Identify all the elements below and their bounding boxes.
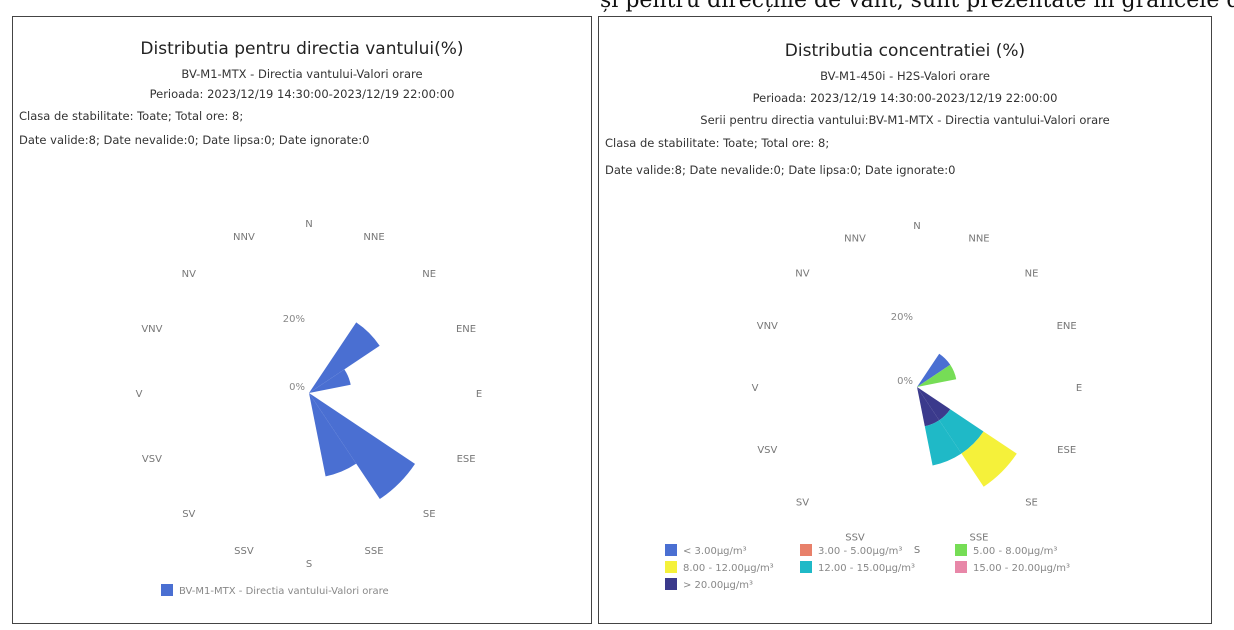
chart-subtitle: BV-M1-450i - H2S-Valori orare — [820, 69, 990, 83]
direction-label-e: E — [476, 389, 482, 400]
bar-ne — [309, 322, 380, 393]
wind-rose-chart: N NNE NE ENE E ESE SE SSE S SSV SV VSV V VNV NV NNV 0% 20… — [136, 219, 483, 570]
validity-text: Date valide:8; Date nevalide:0; Date lip… — [19, 133, 370, 147]
stability-text: Clasa de stabilitate: Toate; Total ore: … — [19, 109, 244, 123]
series-text: Serii pentru directia vantului:BV-M1-MTX… — [700, 113, 1110, 127]
stability-text: Clasa de stabilitate: Toate; Total ore: … — [605, 136, 830, 150]
legend-swatch — [665, 578, 677, 590]
validity-text: Date valide:8; Date nevalide:0; Date lip… — [605, 163, 956, 177]
direction-label-v: V — [752, 383, 759, 394]
legend-label: 8.00 - 12.00µg/m³ — [683, 563, 774, 574]
legend-label: 5.00 - 8.00µg/m³ — [973, 546, 1058, 557]
direction-label-vnv: VNV — [141, 324, 162, 335]
legend-label: 12.00 - 15.00µg/m³ — [818, 563, 916, 574]
bar-segment-ne — [917, 353, 951, 387]
chart-title: Distributia concentratiei (%) — [784, 41, 1026, 61]
direction-label-ssv: SSV — [845, 533, 865, 544]
period-text: Perioada: 2023/12/19 14:30:00-2023/12/19… — [752, 91, 1058, 105]
direction-label-s: S — [306, 559, 312, 570]
legend-item: > 20.00µg/m³ — [665, 578, 753, 591]
bar-segment-se — [961, 431, 1017, 487]
legend-swatch — [665, 544, 677, 556]
bar-segment-se — [917, 387, 951, 421]
bar-sse — [309, 393, 357, 477]
bar-ene — [309, 369, 351, 393]
legend-item: 8.00 - 12.00µg/m³ — [665, 561, 774, 574]
legend-swatch — [161, 584, 173, 596]
direction-label-sse: SSE — [365, 546, 384, 557]
direction-label-nnv: NNV — [233, 232, 255, 243]
legend-item: 3.00 - 5.00µg/m³ — [800, 544, 902, 557]
direction-label-sv: SV — [182, 509, 195, 520]
legend-item: 5.00 - 8.00µg/m³ — [955, 544, 1057, 557]
direction-label-sse: SSE — [969, 533, 988, 544]
legend-swatch — [800, 561, 812, 573]
direction-label-n: N — [913, 221, 920, 232]
chart-title: Distributia pentru directia vantului(%) — [140, 39, 464, 59]
direction-label-e: E — [1076, 383, 1082, 394]
direction-label-vsv: VSV — [757, 445, 777, 456]
radial-tick-20: 20% — [891, 312, 913, 323]
direction-label-ne: NE — [1025, 268, 1039, 279]
direction-label-vsv: VSV — [142, 454, 162, 465]
legend-label: BV-M1-MTX - Directia vantului-Valori ora… — [179, 586, 389, 597]
legend-swatch — [955, 544, 967, 556]
direction-label-nnv: NNV — [844, 233, 866, 244]
page-caption: și pentru direcțiile de vant, sunt preze… — [600, 0, 1234, 13]
direction-label-v: V — [136, 389, 143, 400]
legend-swatch — [955, 561, 967, 573]
direction-label-s: S — [914, 545, 920, 556]
direction-label-ene: ENE — [456, 324, 476, 335]
legend-swatch — [800, 544, 812, 556]
legend-swatch — [665, 561, 677, 573]
bar-segment-sse — [917, 387, 940, 427]
radial-tick-20: 20% — [283, 314, 305, 325]
bar-se — [309, 393, 416, 500]
direction-label-sv: SV — [796, 498, 809, 509]
legend: BV-M1-MTX - Directia vantului-Valori ora… — [161, 584, 389, 597]
wind-direction-panel: Distributia pentru directia vantului(%) … — [12, 16, 592, 624]
direction-label-ene: ENE — [1057, 321, 1077, 332]
legend-item: < 3.00µg/m³ — [665, 544, 747, 557]
direction-label-nne: NNE — [363, 232, 384, 243]
concentration-rose-chart: N NNE NE ENE E ESE SE SSE S SSV SV VSV V VNV NV NNV 0% 20… — [752, 221, 1083, 556]
radial-tick-0: 0% — [897, 376, 913, 387]
direction-label-se: SE — [1025, 498, 1038, 509]
legend: < 3.00µg/m³ 3.00 - 5.00µg/m³ 5.00 - 8.00µg… — [665, 544, 1205, 604]
direction-label-n: N — [305, 219, 312, 230]
legend-label: < 3.00µg/m³ — [683, 546, 747, 557]
direction-label-nne: NNE — [968, 233, 989, 244]
legend-item: 12.00 - 15.00µg/m³ — [800, 561, 915, 574]
direction-label-se: SE — [423, 509, 436, 520]
legend-item: 15.00 - 20.00µg/m³ — [955, 561, 1070, 574]
direction-label-ne: NE — [422, 269, 436, 280]
chart-subtitle: BV-M1-MTX - Directia vantului-Valori ora… — [181, 67, 423, 81]
direction-label-ese: ESE — [457, 454, 476, 465]
period-text: Perioada: 2023/12/19 14:30:00-2023/12/19… — [149, 87, 455, 101]
direction-label-nv: NV — [182, 269, 196, 280]
legend-label: 3.00 - 5.00µg/m³ — [818, 546, 903, 557]
radial-tick-0: 0% — [289, 382, 305, 393]
direction-label-nv: NV — [795, 268, 809, 279]
direction-label-vnv: VNV — [757, 321, 778, 332]
bar-segment-se — [939, 409, 984, 454]
direction-label-ssv: SSV — [234, 546, 254, 557]
legend-label: 15.00 - 20.00µg/m³ — [973, 563, 1071, 574]
bar-segment-sse — [924, 420, 962, 466]
legend-label: > 20.00µg/m³ — [683, 580, 754, 591]
concentration-panel: Distributia concentratiei (%) BV-M1-450i… — [598, 16, 1212, 624]
direction-label-ese: ESE — [1057, 445, 1076, 456]
bar-segment-ene — [917, 364, 957, 387]
